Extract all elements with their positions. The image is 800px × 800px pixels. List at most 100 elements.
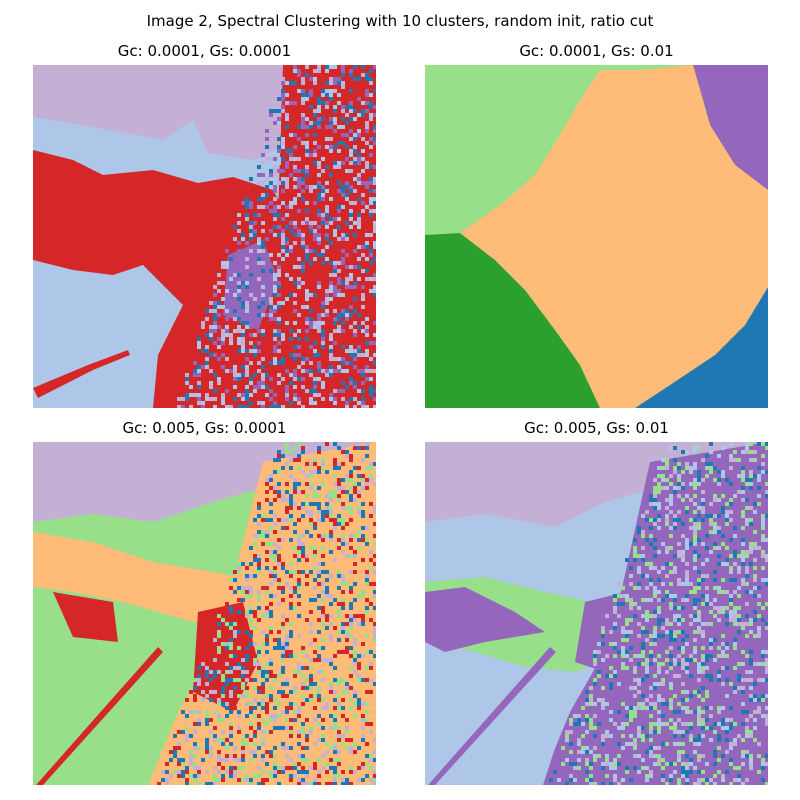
texture-pixel <box>301 778 305 782</box>
texture-pixel <box>201 698 205 702</box>
texture-pixel <box>261 329 265 333</box>
texture-pixel <box>745 614 749 618</box>
texture-pixel <box>357 257 361 261</box>
texture-pixel <box>305 117 309 121</box>
texture-pixel <box>277 253 281 257</box>
texture-pixel <box>689 770 693 774</box>
texture-pixel <box>241 349 245 353</box>
texture-pixel <box>753 738 757 742</box>
texture-pixel <box>221 337 225 341</box>
texture-pixel <box>665 466 669 470</box>
texture-pixel <box>337 650 341 654</box>
texture-pixel <box>669 446 673 450</box>
texture-pixel <box>317 770 321 774</box>
texture-pixel <box>293 702 297 706</box>
texture-pixel <box>301 81 305 85</box>
texture-pixel <box>305 169 309 173</box>
texture-pixel <box>661 474 665 478</box>
texture-pixel <box>745 654 749 658</box>
texture-pixel <box>733 742 737 746</box>
texture-pixel <box>329 622 333 626</box>
texture-pixel <box>685 782 689 785</box>
texture-pixel <box>237 281 241 285</box>
texture-pixel <box>761 578 765 582</box>
texture-pixel <box>257 514 261 518</box>
texture-pixel <box>257 782 261 785</box>
texture-pixel <box>225 309 229 313</box>
texture-pixel <box>741 678 745 682</box>
texture-pixel <box>645 538 649 542</box>
texture-pixel <box>733 458 737 462</box>
texture-pixel <box>369 101 373 105</box>
texture-pixel <box>245 257 249 261</box>
texture-pixel <box>677 482 681 486</box>
texture-pixel <box>253 642 257 646</box>
texture-pixel <box>265 518 269 522</box>
texture-pixel <box>273 213 277 217</box>
texture-pixel <box>373 189 376 193</box>
texture-pixel <box>369 369 373 373</box>
texture-pixel <box>653 730 657 734</box>
texture-pixel <box>549 778 553 782</box>
texture-pixel <box>201 758 205 762</box>
texture-pixel <box>249 233 253 237</box>
texture-pixel <box>693 630 697 634</box>
texture-pixel <box>613 654 617 658</box>
texture-pixel <box>325 145 329 149</box>
texture-pixel <box>237 213 241 217</box>
texture-pixel <box>681 722 685 726</box>
texture-pixel <box>297 762 301 766</box>
texture-pixel <box>765 714 768 718</box>
texture-pixel <box>277 161 281 165</box>
texture-pixel <box>725 562 729 566</box>
texture-pixel <box>705 602 709 606</box>
texture-pixel <box>701 458 705 462</box>
texture-pixel <box>361 157 365 161</box>
texture-pixel <box>605 730 609 734</box>
texture-pixel <box>725 622 729 626</box>
texture-pixel <box>289 466 293 470</box>
texture-pixel <box>265 177 269 181</box>
texture-pixel <box>225 642 229 646</box>
texture-pixel <box>753 502 757 506</box>
texture-pixel <box>297 73 301 77</box>
texture-pixel <box>717 478 721 482</box>
texture-pixel <box>749 550 753 554</box>
texture-pixel <box>341 578 345 582</box>
texture-pixel <box>361 209 365 213</box>
texture-pixel <box>293 185 297 189</box>
texture-pixel <box>297 634 301 638</box>
texture-pixel <box>297 177 301 181</box>
texture-pixel <box>673 606 677 610</box>
texture-pixel <box>293 686 297 690</box>
texture-pixel <box>285 369 289 373</box>
texture-pixel <box>205 333 209 337</box>
texture-pixel <box>269 658 273 662</box>
texture-pixel <box>685 710 689 714</box>
texture-pixel <box>649 654 653 658</box>
texture-pixel <box>729 594 733 598</box>
texture-pixel <box>205 710 209 714</box>
texture-pixel <box>341 606 345 610</box>
texture-pixel <box>717 738 721 742</box>
texture-pixel <box>213 313 217 317</box>
texture-pixel <box>205 782 209 785</box>
texture-pixel <box>317 646 321 650</box>
texture-pixel <box>665 670 669 674</box>
texture-pixel <box>353 694 357 698</box>
texture-pixel <box>693 522 697 526</box>
texture-pixel <box>741 450 745 454</box>
texture-pixel <box>221 642 225 646</box>
texture-pixel <box>325 586 329 590</box>
texture-pixel <box>297 550 301 554</box>
texture-pixel <box>373 554 376 558</box>
texture-pixel <box>301 534 305 538</box>
texture-pixel <box>261 313 265 317</box>
texture-pixel <box>673 486 677 490</box>
texture-pixel <box>333 145 337 149</box>
texture-pixel <box>245 365 249 369</box>
texture-pixel <box>281 766 285 770</box>
texture-pixel <box>349 361 353 365</box>
texture-pixel <box>193 361 197 365</box>
texture-pixel <box>737 614 741 618</box>
